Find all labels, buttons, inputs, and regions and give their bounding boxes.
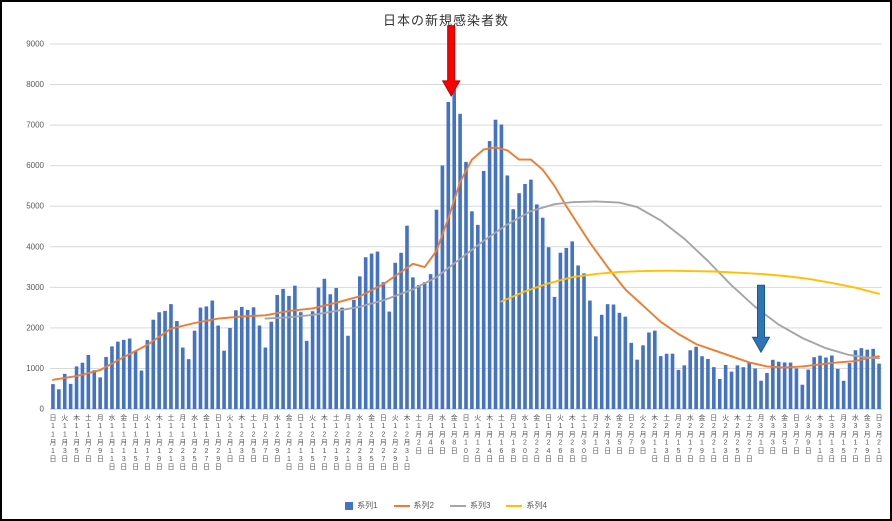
legend-item-series4: 系列4 [506,500,547,511]
chart-legend: 系列1 系列2 系列3 系列4 [2,500,890,511]
legend-item-series3: 系列3 [450,500,490,511]
legend-item-series2: 系列2 [393,500,434,511]
svg-text:9000: 9000 [26,40,44,49]
chart-canvas: 0 1000 2000 3000 4000 5000 6000 7000 8000 9000 日 1 1… [26,25,883,471]
legend-line-swatch-icon [450,504,466,507]
chart-title: 日本の新規感染者数 [382,13,509,28]
svg-text:8000: 8000 [26,80,44,89]
legend-label-series3: 系列3 [470,501,491,510]
legend-line-swatch-icon [393,504,410,507]
svg-text:1000: 1000 [26,364,44,373]
legend-label-series2: 系列2 [413,501,434,510]
svg-text:2000: 2000 [26,323,44,332]
legend-bar-swatch-icon [345,501,354,510]
legend-label-series1: 系列1 [357,501,378,510]
svg-text:6000: 6000 [26,161,44,170]
svg-text:4000: 4000 [26,242,44,251]
svg-text:7000: 7000 [26,121,44,130]
legend-item-series1: 系列1 [345,500,378,511]
svg-text:0: 0 [40,405,45,414]
svg-text:5000: 5000 [26,202,44,211]
legend-label-series4: 系列4 [526,501,547,510]
svg-text:3000: 3000 [26,283,44,292]
legend-line-swatch-icon [506,504,523,507]
